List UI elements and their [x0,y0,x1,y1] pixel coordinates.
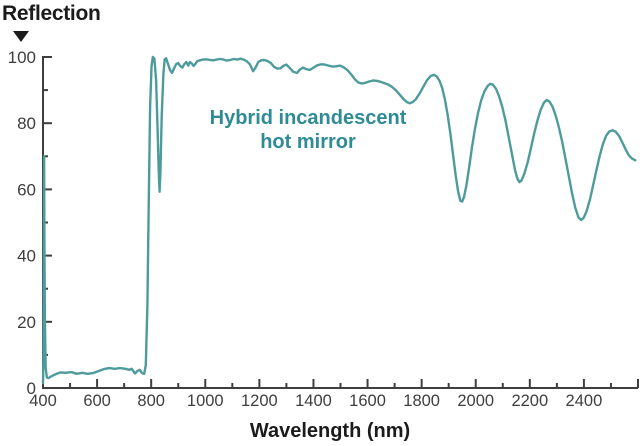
x-tick-label: 2200 [511,392,548,410]
y-tick-label: 40 [17,247,36,266]
x-tick-label: 800 [137,392,165,410]
series-annotation-line2: hot mirror [260,131,356,153]
x-tick-label: 2400 [566,392,603,410]
x-tick-label: 600 [83,392,111,410]
x-tick-label: 400 [29,392,57,410]
x-tick-label: 1200 [241,392,278,410]
y-axis-title: Reflection [2,2,101,25]
series-annotation: Hybrid incandescent hot mirror [158,106,458,154]
x-tick-label: 1000 [187,392,224,410]
x-axis-title: Wavelength (nm) [249,420,411,442]
y-tick-label: 80 [17,114,36,133]
x-tick-label: 2000 [457,392,494,410]
reflection-curve [41,55,637,385]
y-tick-label: 100 [8,48,36,67]
x-tick-label: 1800 [403,392,440,410]
series-annotation-line1: Hybrid incandescent [209,107,407,129]
x-tick-label: 1600 [349,392,386,410]
x-tick-label: 1400 [295,392,332,410]
down-triangle-icon [13,31,29,42]
y-tick-label: 60 [17,180,36,199]
y-tick-label: 0 [27,379,36,398]
y-tick-label: 20 [17,313,36,332]
